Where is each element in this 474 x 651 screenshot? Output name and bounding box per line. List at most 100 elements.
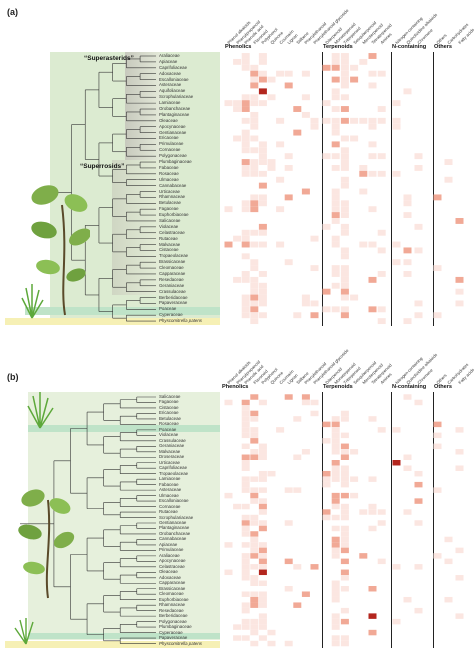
heatmap-cell [359,509,368,515]
heatmap-cell [241,53,250,59]
panel-a-grass-illustration [21,284,44,319]
taxon-label: Betulaceae [159,415,181,421]
heatmap-cell [250,76,259,83]
heatmap-cell [250,591,259,597]
heatmap-cell [250,170,259,177]
heatmap-cell [433,443,442,450]
panel-a-moss-highlight [5,318,220,325]
heatmap-cell [258,300,267,307]
heatmap-cell [340,182,349,189]
heatmap-cell [392,618,401,625]
heatmap-cell [331,542,340,548]
heatmap-cell [455,427,464,433]
heatmap-cell [331,553,340,559]
heatmap-cell [433,421,442,428]
heatmap-cell [368,629,377,636]
heatmap-cell [301,70,310,77]
heatmap-cell [340,514,349,521]
heatmap-cell [377,306,386,313]
heatmap-cell [258,580,267,586]
heatmap-cell [340,76,349,83]
heatmap-cell [241,454,250,460]
heatmap-cell [241,294,250,301]
heatmap-cell [433,487,442,493]
heatmap-cell [331,536,340,543]
heatmap-cell [301,449,310,455]
heatmap-cell [301,94,310,101]
heatmap-cell [444,558,453,565]
heatmap-cell [258,509,267,515]
heatmap-cell [368,170,377,177]
taxon-label: Betulaceae [159,200,181,206]
heatmap-cell [241,602,250,608]
heatmap-cell [224,399,233,406]
heatmap-cell [403,271,412,277]
panel-b-cat-others: Others [434,384,453,390]
heatmap-cell [250,111,259,118]
heatmap-cell [455,575,464,581]
taxon-label: Celastraceae [159,563,185,569]
heatmap-cell [250,164,259,171]
heatmap-cell [340,271,349,277]
heatmap-cell [241,564,250,570]
heatmap-cell [241,575,250,581]
heatmap-cell [331,106,340,112]
heatmap-cell [284,164,293,171]
heatmap-cell [455,218,464,224]
heatmap-cell [284,640,293,647]
taxon-label: Cleomaceae [159,265,184,271]
heatmap-cell [293,602,302,608]
panel-b-cat-n-containing: N-containing [392,384,427,390]
heatmap-cell [340,212,349,219]
heatmap-cell [331,432,340,439]
heatmap-cell [433,553,442,559]
taxon-label: Rosaceae [159,421,179,427]
heatmap-cell [368,141,377,148]
heatmap-cell [331,421,340,428]
heatmap-cell [414,470,423,477]
heatmap-cell [444,176,453,183]
panel-b-grass-illustration [27,392,54,429]
heatmap-cell [241,312,250,319]
heatmap-cell [267,159,276,165]
taxon-label: Aquifoliaceae [159,88,186,94]
heatmap-cell [267,629,276,636]
panel-b-divider-3 [433,392,434,648]
taxon-label: Cistaceae [159,404,179,410]
heatmap-cell [267,470,276,477]
taxon-label: Papaveraceae [159,635,188,641]
panel-a-cat-others: Others [434,44,453,50]
heatmap-cell [258,520,267,526]
taxon-label: Orobanchaceae [159,530,191,536]
heatmap-cell [340,159,349,165]
heatmap-cell [340,247,349,254]
heatmap-cell [250,487,259,493]
heatmap-cell [340,492,349,499]
heatmap-cell [414,481,423,488]
heatmap-cell [258,503,267,510]
heatmap-cell [310,265,319,272]
heatmap-cell [403,465,412,471]
heatmap-cell [340,470,349,477]
heatmap-cell [250,159,259,165]
heatmap-cell [284,259,293,266]
heatmap-cell [284,520,293,526]
heatmap-cell [331,460,340,466]
taxon-label: Lamiaceae [159,100,181,106]
heatmap-cell [258,147,267,154]
heatmap-cell [331,141,340,148]
heatmap-cell [250,200,259,207]
heatmap-cell [241,276,250,283]
heatmap-cell [340,542,349,548]
heatmap-cell [258,476,267,482]
heatmap-cell [331,58,340,65]
heatmap-cell [455,300,464,307]
heatmap-cell [258,200,267,207]
heatmap-cell [241,465,250,471]
heatmap-cell [455,449,464,455]
heatmap-cell [331,188,340,195]
heatmap-cell [403,247,412,254]
heatmap-cell [276,70,285,77]
